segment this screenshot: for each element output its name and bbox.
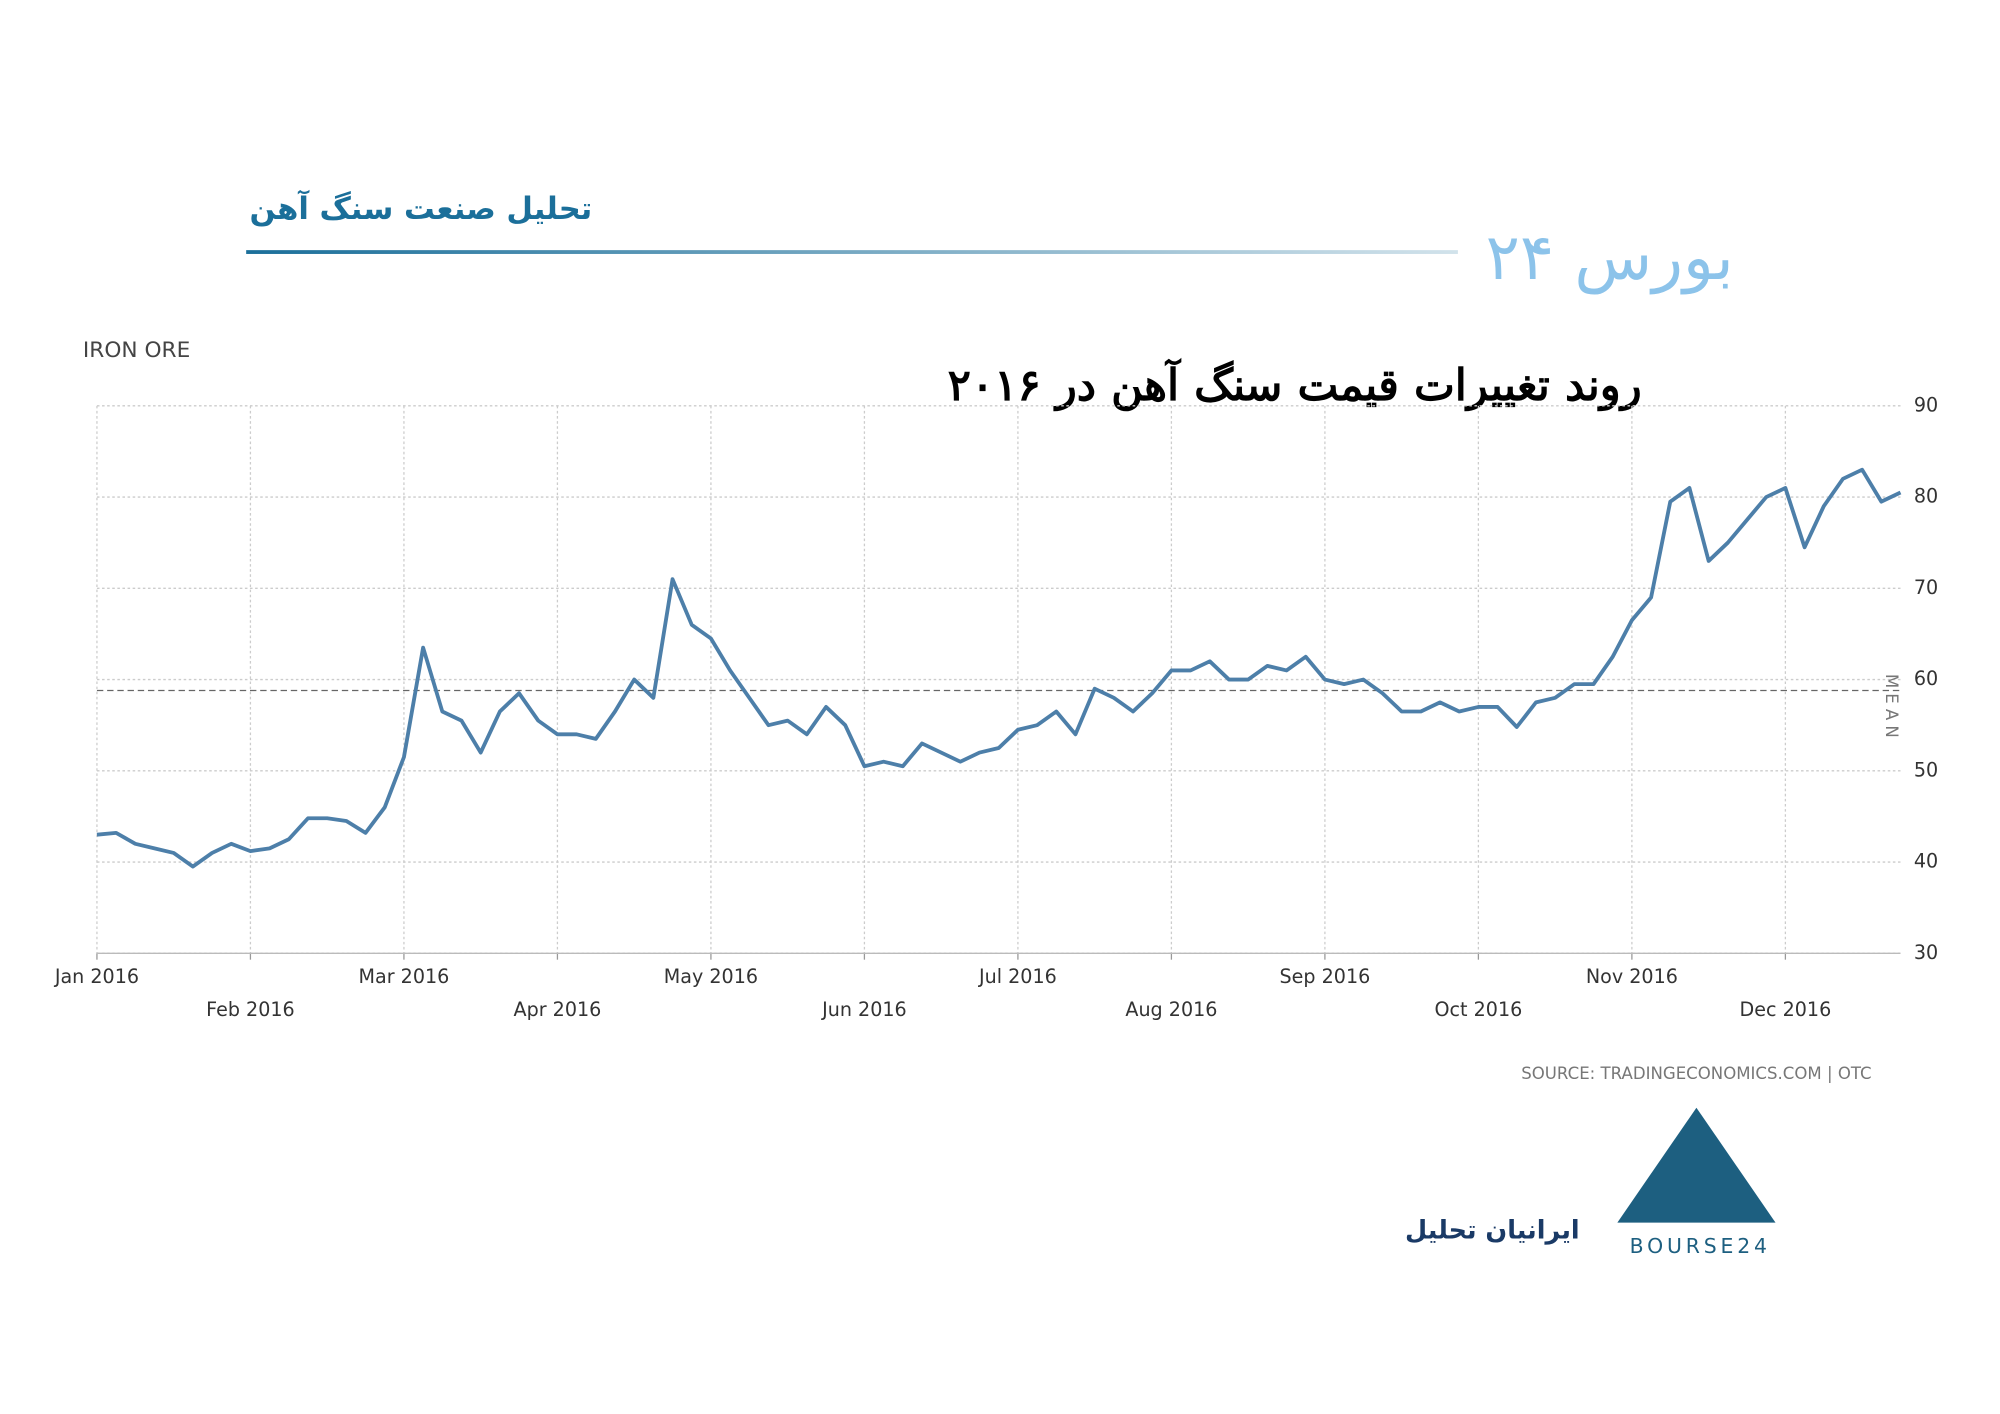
x-tick-label: Sep 2016 (1280, 965, 1371, 988)
company: ایرانیان تحلیل (1405, 1216, 1580, 1246)
y-tick-label: 60 (1914, 667, 1938, 690)
y-tick-label: 90 (1914, 393, 1938, 416)
line (96, 467, 1902, 869)
logo: بورس ۲۴ (1486, 221, 1734, 295)
x-tick-label: Jun 2016 (821, 998, 907, 1021)
brand: BOURSE24 (1630, 1234, 1771, 1258)
x-tick-label: Aug 2016 (1125, 998, 1217, 1021)
source: SOURCE: TRADINGECONOMICS.COM | OTC (1521, 1064, 1871, 1083)
x-tick-label: Jan 2016 (54, 965, 139, 988)
y-tick-label: 40 (1914, 850, 1938, 873)
x-tick-label: May 2016 (664, 965, 758, 988)
header-title: تحلیل صنعت سنگ آهن (250, 189, 593, 227)
x-tick-label: Mar 2016 (359, 965, 450, 988)
header-rule (246, 250, 1458, 254)
x-tick-label: Jul 2016 (978, 965, 1057, 988)
series-label: IRON ORE (83, 338, 190, 363)
mean-label: MEAN (1882, 674, 1901, 743)
y-tick-label: 70 (1914, 576, 1938, 599)
y-tick-label: 50 (1914, 758, 1938, 781)
x-tick-label: Apr 2016 (514, 998, 602, 1021)
x-tick-label: Feb 2016 (206, 998, 295, 1021)
y-tick-label: 30 (1914, 941, 1938, 964)
x-tick-label: Oct 2016 (1434, 998, 1522, 1021)
chart-title: روند تغییرات قیمت سنگ آهن در ۲۰۱۶ (948, 358, 1642, 412)
brand-logo (1617, 1107, 1776, 1223)
x-tick-label: Dec 2016 (1740, 998, 1832, 1021)
x-tick-label: Nov 2016 (1586, 965, 1678, 988)
y-tick-label: 80 (1914, 485, 1938, 508)
